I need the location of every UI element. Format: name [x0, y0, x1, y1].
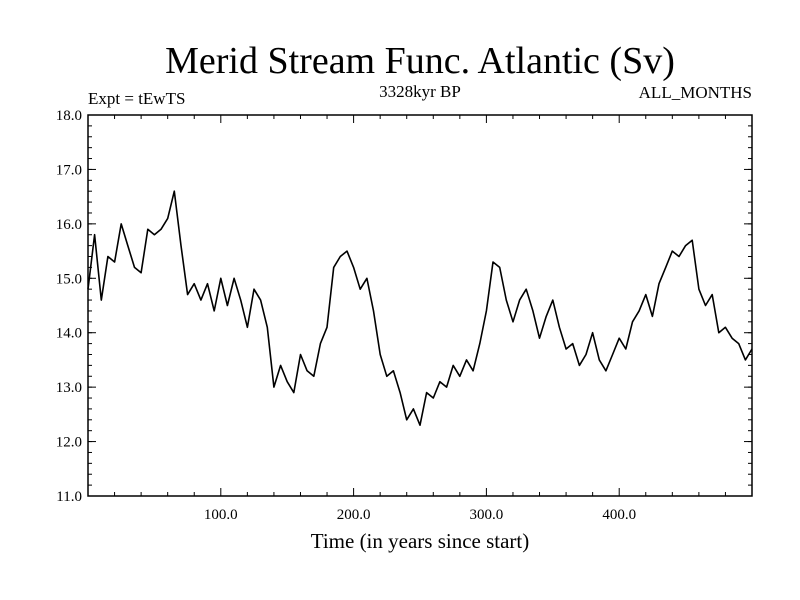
series-line	[87, 190, 753, 427]
y-tick-label: 18.0	[56, 108, 82, 124]
plot-frame	[87, 114, 753, 497]
x-tick-label: 400.0	[602, 507, 636, 523]
experiment-label: Expt = tEwTS	[88, 89, 185, 108]
y-tick-label: 16.0	[56, 217, 82, 233]
x-tick-label: 300.0	[470, 507, 504, 523]
chart-title: Merid Stream Func. Atlantic (Sv)	[165, 40, 675, 82]
months-label: ALL_MONTHS	[639, 83, 752, 102]
y-tick-label: 11.0	[56, 489, 82, 505]
y-tick-label: 15.0	[56, 271, 82, 287]
x-tick-label: 200.0	[337, 507, 371, 523]
x-axis-label: Time (in years since start)	[311, 529, 530, 553]
y-tick-label: 12.0	[56, 435, 82, 451]
y-tick-label: 17.0	[56, 162, 82, 178]
x-tick-label: 100.0	[204, 507, 238, 523]
y-tick-label: 14.0	[56, 326, 82, 342]
chart-subtitle: 3328kyr BP	[379, 82, 461, 101]
y-axis: 11.0 12.0 13.0 14.0 15.0 16.0 17.0 18.0	[56, 108, 752, 505]
y-tick-label: 13.0	[56, 380, 82, 396]
